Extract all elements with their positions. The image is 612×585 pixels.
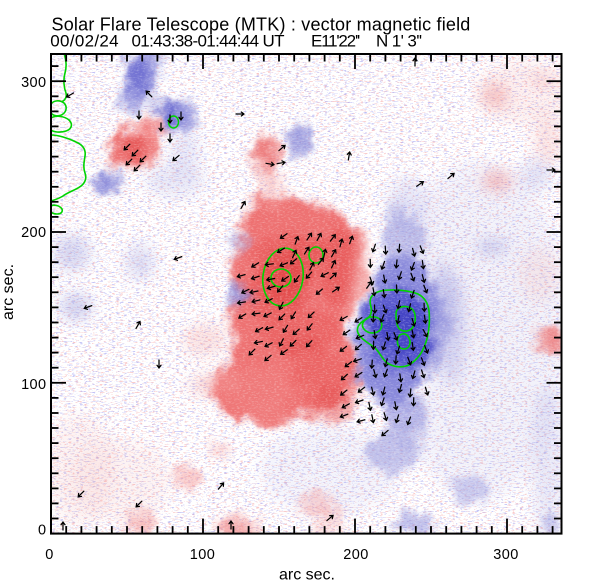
- svg-text:arc sec.: arc sec.: [0, 264, 17, 320]
- svg-text:200: 200: [21, 225, 46, 241]
- svg-text:0: 0: [38, 523, 46, 539]
- svg-text:Solar Flare Telescope (MTK) :: Solar Flare Telescope (MTK) : vector mag…: [52, 15, 471, 35]
- svg-text:100: 100: [21, 377, 46, 393]
- svg-text:300: 300: [493, 547, 518, 563]
- svg-text:100: 100: [190, 547, 215, 563]
- svg-text:arc sec.: arc sec.: [279, 567, 335, 584]
- svg-text:200: 200: [343, 547, 368, 563]
- svg-text:0: 0: [45, 547, 53, 563]
- svg-text:300: 300: [21, 75, 46, 91]
